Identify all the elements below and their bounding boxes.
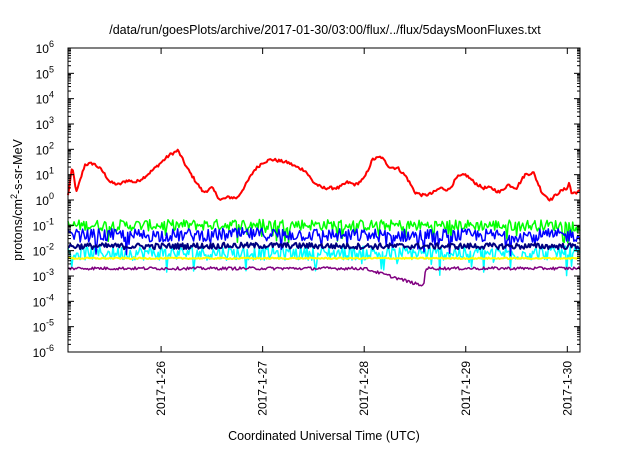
y-tick-label: 10-4 [33, 292, 54, 309]
y-tick-label: 10-6 [33, 343, 54, 360]
x-tick-label: 2017-1-30 [560, 361, 574, 416]
series-line [67, 227, 581, 257]
y-tick-label: 105 [36, 64, 54, 81]
y-tick-label: 100 [36, 191, 54, 208]
y-tick-label: 102 [36, 140, 54, 157]
y-tick-label: 106 [36, 39, 54, 56]
x-axis: 2017-1-26 2017-1-27 2017-1-28 2017-1-29 2017… [154, 48, 574, 416]
plot-frame [67, 47, 581, 353]
x-tick-label: 2017-1-29 [459, 361, 473, 416]
x-axis-label: Coordinated Universal Time (UTC) [228, 429, 420, 443]
series-line [67, 245, 581, 277]
series-line [67, 218, 581, 244]
series-line [67, 256, 581, 261]
x-tick-label: 2017-1-28 [357, 361, 371, 416]
series-layer [67, 148, 581, 287]
chart-title: /data/run/goesPlots/archive/2017-01-30/0… [109, 23, 541, 37]
x-tick-label: 2017-1-26 [154, 361, 168, 416]
y-axis-label-sup: 2 [9, 194, 19, 199]
y-axis: 10-6 10-5 10-4 10-3 10-2 10-1 100 101 102 103 104 1… [33, 39, 580, 360]
y-tick-label: 104 [36, 90, 54, 107]
y-tick-label: 101 [36, 166, 54, 183]
y-tick-label: 10-2 [33, 242, 54, 259]
series-line [67, 241, 581, 251]
y-tick-label: 10-5 [33, 318, 54, 335]
y-tick-label: 10-1 [33, 216, 54, 233]
series-line [67, 148, 580, 202]
y-axis-label: protons/cm2-s-sr-MeV [9, 138, 25, 260]
y-axis-label-base: protons/cm [11, 199, 25, 261]
y-tick-label: 10-3 [33, 267, 54, 284]
x-tick-label: 2017-1-27 [256, 361, 270, 416]
y-axis-label-rest: -s-sr-MeV [11, 138, 25, 194]
y-tick-label: 103 [36, 115, 54, 132]
series-line [67, 266, 581, 287]
